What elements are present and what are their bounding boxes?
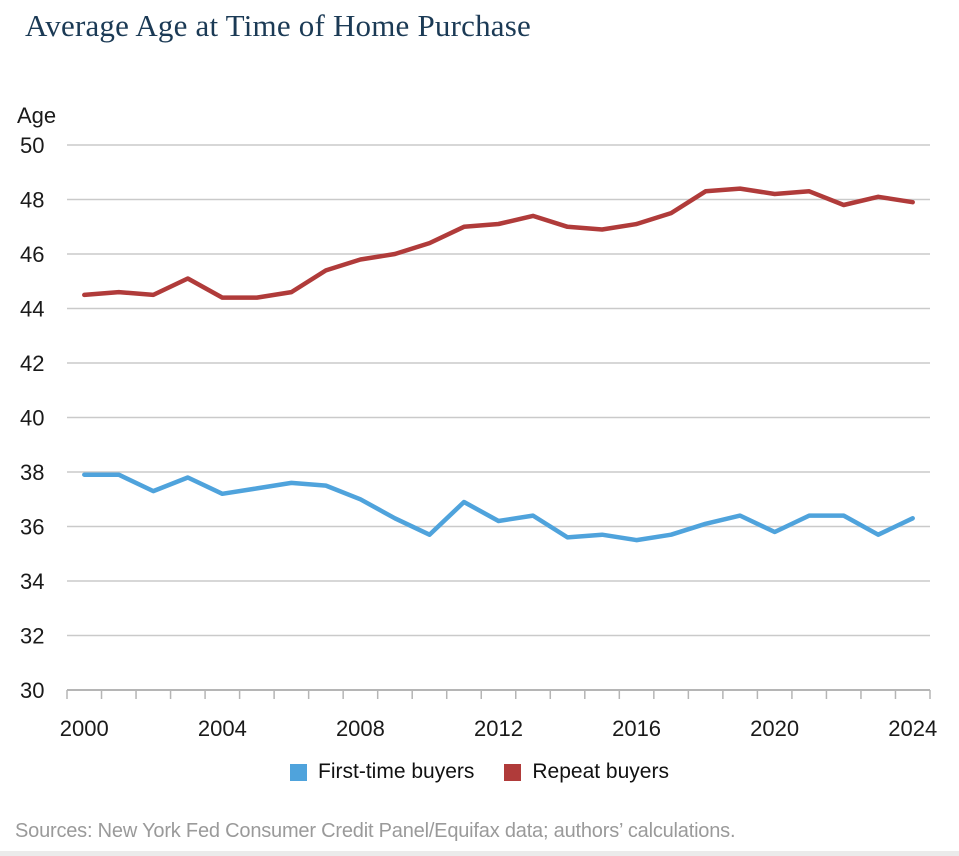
svg-text:2008: 2008 <box>336 716 385 741</box>
svg-text:38: 38 <box>20 460 44 485</box>
svg-text:30: 30 <box>20 678 44 703</box>
legend-label-first-time-buyers: First-time buyers <box>318 760 475 783</box>
legend-item-first-time-buyers: First-time buyers <box>290 760 474 784</box>
repeat-buyers-swatch <box>504 763 522 781</box>
svg-text:34: 34 <box>20 569 44 594</box>
page-title: Average Age at Time of Home Purchase <box>25 8 531 43</box>
svg-text:48: 48 <box>20 188 44 213</box>
svg-text:46: 46 <box>20 242 44 267</box>
plot-area: 30 32 34 36 38 40 42 44 46 48 50 2000 2004 2008 2012 20… <box>20 133 937 741</box>
source-note: Sources: New York Fed Consumer Credit Pa… <box>15 820 736 842</box>
line-chart: Age 30 32 34 36 38 40 42 44 46 48 50 2000 2004 2008 20… <box>17 103 937 741</box>
svg-text:2000: 2000 <box>60 716 109 741</box>
svg-text:50: 50 <box>20 133 44 158</box>
svg-text:40: 40 <box>20 406 44 431</box>
svg-text:2024: 2024 <box>888 716 937 741</box>
svg-text:2012: 2012 <box>474 716 523 741</box>
first-time-buyers-swatch <box>290 763 308 781</box>
svg-text:2020: 2020 <box>750 716 799 741</box>
legend-label-repeat-buyers: Repeat buyers <box>532 760 669 783</box>
svg-text:44: 44 <box>20 297 44 322</box>
svg-text:2016: 2016 <box>612 716 661 741</box>
legend-item-repeat-buyers: Repeat buyers <box>504 760 669 784</box>
bottom-divider <box>0 851 959 856</box>
y-axis-title: Age <box>17 103 56 128</box>
svg-text:2004: 2004 <box>198 716 247 741</box>
svg-text:42: 42 <box>20 351 44 376</box>
svg-text:32: 32 <box>20 624 44 649</box>
chart-legend: First-time buyers Repeat buyers <box>0 760 959 784</box>
svg-text:36: 36 <box>20 515 44 540</box>
